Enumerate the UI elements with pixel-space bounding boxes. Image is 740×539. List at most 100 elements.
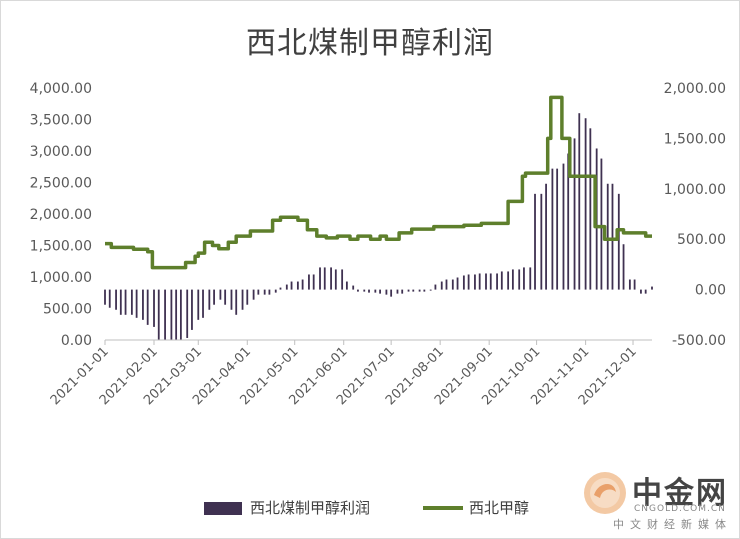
profit-bar [202,289,204,318]
profit-bar [186,289,189,338]
profit-bar [179,289,182,340]
profit-bar [296,281,299,290]
profit-bar [170,289,173,340]
profit-bar [213,289,215,305]
profit-bar [496,273,498,290]
profit-bar [224,289,227,305]
profit-bar [104,289,106,305]
profit-bar [130,289,133,315]
profit-bar [219,289,222,300]
profit-bar [489,273,492,290]
profit-bar [363,289,366,292]
left-tick-label: 2,500.00 [30,176,92,192]
profit-bar [651,286,653,290]
profit-bar [341,269,344,290]
profit-bar [584,118,587,290]
profit-bar [252,289,255,300]
profit-bar [518,269,521,290]
profit-bar [562,163,565,290]
profit-bar [368,289,370,293]
profit-bar [412,289,415,292]
profit-bar [208,289,211,310]
profit-bar [164,289,166,340]
profit-bar [246,289,249,305]
x-axis: 2021-01-012021-02-012021-03-012021-04-01… [48,339,652,408]
profit-bar [573,138,576,290]
profit-bar [456,277,459,290]
profit-bar [230,289,233,310]
chart-title: 西北煤制甲醇利润 [246,26,494,61]
profit-bar [622,244,625,290]
profit-bar [617,193,620,290]
line-series [105,95,652,270]
profit-bar [407,289,410,292]
profit-bar [578,113,581,290]
profit-bar [545,183,547,290]
profit-bar [440,281,443,290]
profit-bar [628,279,631,290]
profit-bar [241,289,244,310]
profit-bar [474,274,476,290]
profit-bar [445,279,448,290]
profit-bar [379,289,381,294]
profit-bar [485,273,487,290]
legend-marks [204,502,463,515]
right-tick-label: 1,000.00 [664,182,726,198]
profit-bar [600,158,603,290]
legend-bar-label: 西北煤制甲醇利润 [250,499,371,517]
profit-bar [115,289,117,310]
profit-bar [478,273,481,290]
right-tick-label: 0.00 [695,283,726,299]
profit-bar [462,275,465,290]
profit-bar [108,289,111,308]
profit-bar [418,289,421,292]
profit-bar [308,274,310,290]
profit-bar [551,168,554,290]
profit-bar [523,267,525,290]
profit-bar [511,269,514,290]
profit-bar [611,183,614,290]
profit-bar [124,289,127,315]
profit-bar [374,289,377,293]
profit-bar [263,289,266,295]
profit-bar [153,289,155,327]
profit-bar [330,267,332,290]
profit-bar [323,267,326,290]
left-tick-label: 0.00 [61,333,92,349]
profit-bar [357,289,359,292]
profit-bar [345,281,348,290]
legend-line-label: 西北甲醇 [469,499,530,517]
profit-bar [644,289,647,294]
right-tick-label: -500.00 [672,333,726,349]
profit-bar [175,289,178,340]
profit-bar [146,289,149,325]
logo-domain: CNGOLD.COM.CN [634,504,726,514]
logo-emblem-icon [584,472,626,514]
left-tick-label: 3,500.00 [30,113,92,129]
profit-bar [301,279,304,290]
profit-bar [429,289,432,291]
profit-bar [423,289,426,292]
profit-bar [290,281,293,290]
profit-bar [257,289,260,295]
profit-bar [157,289,160,340]
profit-bar [540,193,543,290]
left-tick-label: 2,000.00 [30,207,92,223]
profit-bar [633,279,636,290]
profit-bar [191,289,193,330]
profit-bar [396,289,399,294]
profit-bar [285,284,288,290]
logo-slogan: 中文财经新媒体 [613,518,732,531]
profit-bar [385,289,388,295]
profit-bar [319,267,321,290]
profit-bar [119,289,122,315]
profit-bar [352,285,355,290]
logo-name: 中金网 [632,476,728,511]
legend-bar-swatch [204,502,242,515]
right-tick-label: 500.00 [677,232,726,248]
profit-bar [467,274,470,290]
profit-bar [606,183,609,290]
profit-bar [567,153,570,290]
